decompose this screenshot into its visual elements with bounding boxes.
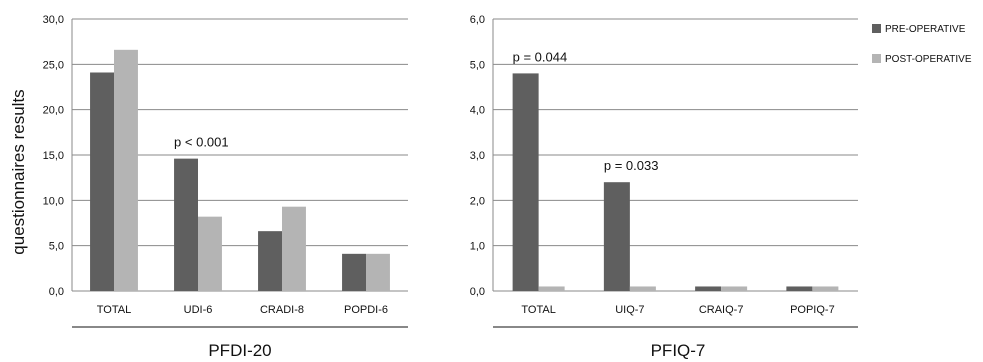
- p-value-annotation: p = 0.033: [604, 158, 659, 173]
- y-axis-label: questionnaires results: [9, 89, 28, 254]
- p-value-annotation: p < 0.001: [174, 135, 229, 150]
- bar-post-operative-total: [114, 49, 138, 292]
- legend: PRE-OPERATIVE POST-OPERATIVE: [872, 24, 972, 65]
- y-tick-label: 15,0: [43, 150, 64, 162]
- chart-pfdi-20: 0,0 5,0 10,0 15,0 20,0 25,0 30,0 TOTAL UDI-6 CRAD…: [43, 14, 408, 360]
- bar-post-operative-popdi-6: [366, 253, 390, 291]
- chart-pfiq-7: 0,0 1,0 2,0 3,0 4,0 5,0 6,0 TOTAL UIQ-7 CRAIQ-7 PO…: [470, 14, 858, 360]
- bar-pre-operative-total: [90, 72, 114, 291]
- bar-post-operative-total: [538, 286, 565, 291]
- p-value-annotation: p = 0.044: [513, 49, 568, 64]
- x-tick-label: UIQ-7: [615, 304, 644, 316]
- x-tick-label: UDI-6: [184, 304, 213, 316]
- legend-label: POST-OPERATIVE: [885, 54, 972, 65]
- y-tick-label: 10,0: [43, 195, 64, 207]
- x-tick-label: POPDI-6: [344, 304, 388, 316]
- legend-label: PRE-OPERATIVE: [885, 24, 966, 35]
- y-tick-label: 1,0: [470, 241, 485, 253]
- bar-post-operative-uiq-7: [629, 286, 656, 291]
- bar-pre-operative-total: [512, 73, 539, 292]
- y-tick-label: 4,0: [470, 105, 485, 117]
- bar-pre-operative-cradi-8: [258, 231, 282, 291]
- bar-post-operative-udi-6: [198, 216, 222, 291]
- y-tick-label: 6,0: [470, 14, 485, 26]
- x-tick-label: CRADI-8: [260, 304, 304, 316]
- y-tick-label: 25,0: [43, 59, 64, 71]
- x-tick-label: POPIQ-7: [790, 304, 835, 316]
- bar-post-operative-craiq-7: [721, 286, 748, 291]
- y-tick-label: 5,0: [470, 59, 485, 71]
- y-tick-label: 0,0: [49, 286, 64, 298]
- x-tick-label: TOTAL: [521, 304, 555, 316]
- bar-pre-operative-popiq-7: [786, 286, 813, 291]
- y-tick-label: 20,0: [43, 105, 64, 117]
- legend-swatch: [872, 24, 881, 33]
- x-tick-label: TOTAL: [97, 304, 131, 316]
- bar-pre-operative-craiq-7: [695, 286, 722, 291]
- y-tick-label: 5,0: [49, 241, 64, 253]
- y-tick-label: 2,0: [470, 195, 485, 207]
- legend-swatch: [872, 54, 881, 63]
- y-tick-label: 30,0: [43, 14, 64, 26]
- bar-pre-operative-popdi-6: [342, 253, 366, 291]
- y-tick-label: 3,0: [470, 150, 485, 162]
- y-tick-label: 0,0: [470, 286, 485, 298]
- x-tick-label: CRAIQ-7: [699, 304, 744, 316]
- bar-pre-operative-udi-6: [174, 158, 198, 291]
- group-label: PFDI-20: [208, 341, 271, 360]
- bar-post-operative-cradi-8: [282, 206, 306, 291]
- bar-pre-operative-uiq-7: [603, 182, 630, 291]
- bar-post-operative-popiq-7: [812, 286, 839, 291]
- group-label: PFIQ-7: [651, 341, 706, 360]
